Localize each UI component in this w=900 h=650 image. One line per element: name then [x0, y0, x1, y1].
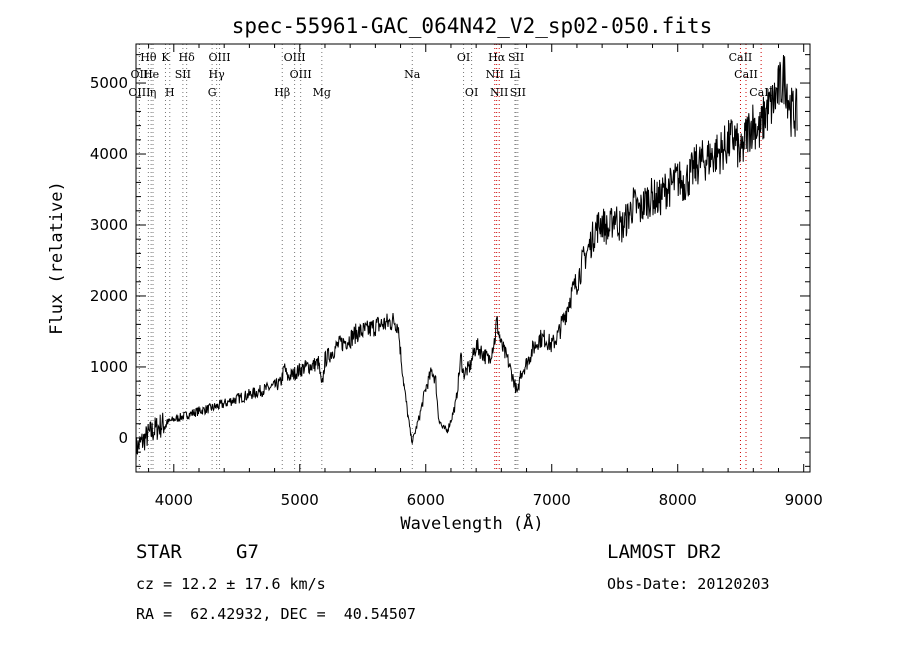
line-label: CaII	[749, 86, 773, 99]
line-label: Li	[510, 68, 521, 81]
line-label: OIII	[128, 86, 150, 99]
x-axis: 4000 5000 6000 7000 8000 9000	[148, 44, 823, 509]
x-tick-label: 8000	[659, 491, 697, 509]
line-label: SII	[508, 51, 524, 64]
y-axis-label: Flux (relative)	[47, 181, 67, 335]
redshift-velocity: cz = 12.2 ± 17.6 km/s	[136, 575, 326, 593]
line-label: CaII	[734, 68, 758, 81]
object-subclass: G7	[236, 541, 259, 563]
y-tick-label: 2000	[90, 287, 128, 305]
observation-date: Obs-Date: 20120203	[607, 575, 770, 593]
y-axis: 0 1000 2000 3000 4000 5000	[90, 54, 810, 467]
object-class: STAR	[136, 541, 182, 563]
coordinates: RA = 62.42932, DEC = 40.54507	[136, 605, 416, 623]
x-tick-label: 9000	[785, 491, 823, 509]
line-label: He	[143, 68, 159, 81]
series-spectrum-line	[135, 54, 798, 462]
line-label: H	[165, 86, 175, 99]
survey-name: LAMOST DR2	[607, 541, 722, 563]
reference-lines	[138, 44, 762, 472]
line-label: Hβ	[274, 86, 290, 99]
line-label: SII	[175, 68, 191, 81]
y-tick-label: 0	[118, 429, 128, 447]
line-label: Na	[404, 68, 421, 81]
x-tick-label: 5000	[281, 491, 319, 509]
chart-title: spec-55961-GAC_064N42_V2_sp02-050.fits	[232, 14, 712, 38]
line-label: OII	[131, 68, 149, 81]
line-label: Hα	[488, 51, 506, 64]
line-label: G	[208, 86, 217, 99]
y-tick-label: 5000	[90, 74, 128, 92]
line-label: CaII	[729, 51, 753, 64]
x-axis-label: Wavelength (Å)	[400, 512, 543, 534]
line-label: NII	[486, 68, 504, 81]
y-tick-label: 1000	[90, 358, 128, 376]
line-label: OIII	[208, 51, 230, 64]
line-label: NII	[490, 86, 508, 99]
line-label: Hγ	[209, 68, 226, 81]
line-label: η	[150, 86, 157, 99]
line-label: OI	[465, 86, 478, 99]
y-tick-label: 3000	[90, 216, 128, 234]
x-tick-label: 6000	[407, 491, 445, 509]
y-tick-label: 4000	[90, 145, 128, 163]
line-label: Mg	[313, 86, 331, 99]
x-tick-label: 4000	[155, 491, 193, 509]
line-label: OI	[457, 51, 470, 64]
x-tick-label: 7000	[533, 491, 571, 509]
line-label: SII	[510, 86, 526, 99]
plot-frame	[135, 43, 811, 473]
line-label: OIII	[284, 51, 306, 64]
line-label: Hθ	[140, 51, 157, 64]
line-label: OIII	[290, 68, 312, 81]
line-label: Hδ	[179, 51, 196, 64]
line-label: K	[161, 51, 170, 64]
